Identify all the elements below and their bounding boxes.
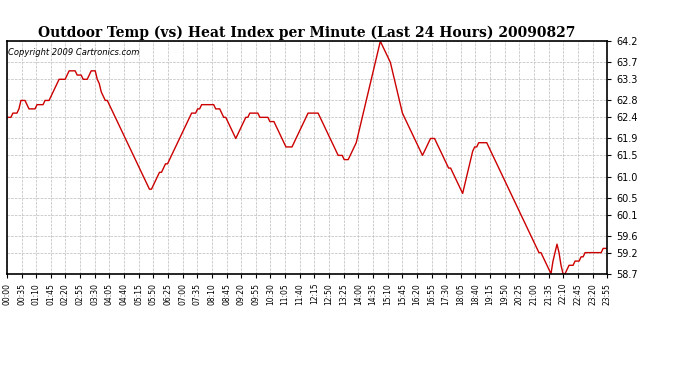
Text: Copyright 2009 Cartronics.com: Copyright 2009 Cartronics.com bbox=[8, 48, 139, 57]
Title: Outdoor Temp (vs) Heat Index per Minute (Last 24 Hours) 20090827: Outdoor Temp (vs) Heat Index per Minute … bbox=[39, 26, 575, 40]
